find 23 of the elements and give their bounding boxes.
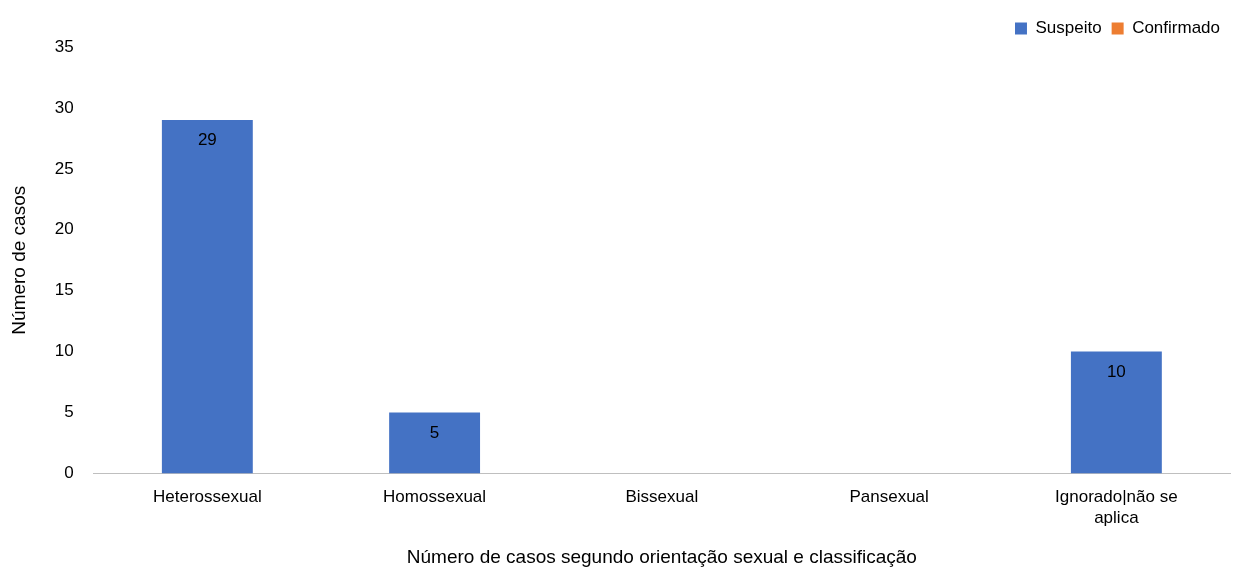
y-tick-label: 35	[54, 36, 74, 56]
x-tick-label: Pansexual	[849, 487, 929, 507]
data-label: 29	[197, 130, 217, 150]
x-tick-label: Homossexual	[383, 487, 487, 507]
y-tick-label: 0	[64, 463, 74, 483]
data-label: 5	[429, 422, 440, 442]
y-tick-label: 30	[54, 97, 74, 117]
y-axis-title: Número de casos	[7, 185, 29, 335]
y-tick-label: 20	[54, 219, 74, 239]
legend-label: Confirmado	[1132, 18, 1220, 38]
bar	[389, 412, 481, 474]
bar	[1070, 351, 1162, 474]
x-tick-label: Bissexual	[625, 487, 699, 507]
bar	[161, 120, 253, 474]
x-tick-label: Ignorado|não se aplica	[1055, 487, 1178, 527]
y-tick-label: 15	[54, 280, 74, 300]
legend-label: Suspeito	[1035, 18, 1102, 38]
x-axis-title: Número de casos segundo orientação sexual e classificação	[406, 545, 917, 567]
x-tick-label: Heterossexual	[153, 487, 262, 507]
y-tick-label: 25	[54, 158, 74, 178]
y-tick-label: 5	[64, 402, 74, 422]
data-label: 10	[1106, 361, 1126, 381]
y-tick-label: 10	[54, 341, 74, 361]
